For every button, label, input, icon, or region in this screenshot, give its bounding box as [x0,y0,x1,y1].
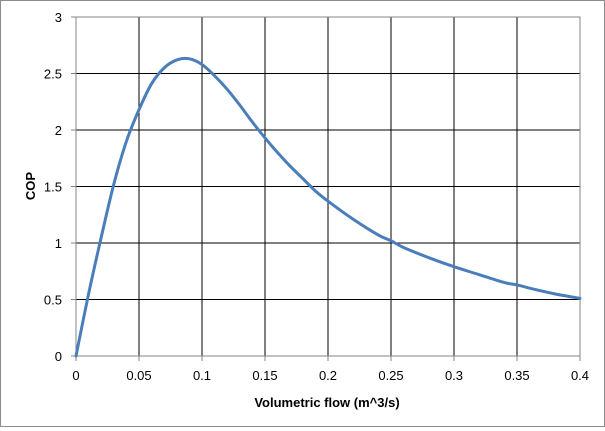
y-tick-label: 2 [55,123,62,138]
y-tick-label: 1.5 [44,180,62,195]
y-tick-labels: 0 0.5 1 1.5 2 2.5 3 [44,10,62,364]
x-tick-label: 0.15 [252,368,277,383]
x-tick-label: 0.1 [193,368,211,383]
y-tick-label: 0 [55,349,62,364]
y-tick-label: 2.5 [44,67,62,82]
x-tick-label: 0.05 [126,368,151,383]
x-tick-label: 0.2 [319,368,337,383]
y-axis-title: COP [23,172,38,201]
gridlines [76,16,581,356]
y-tick-label: 3 [55,10,62,25]
series-line [74,56,582,358]
x-tick-label: 0.25 [378,368,403,383]
x-tick-label: 0.35 [504,368,529,383]
y-tick-label: 1 [55,236,62,251]
x-tick-label: 0 [72,368,79,383]
x-tick-label: 0.4 [571,368,589,383]
axes [71,16,581,361]
series-layer [74,56,582,358]
y-tick-label: 0.5 [44,293,62,308]
x-tick-labels: 0 0.05 0.1 0.15 0.2 0.25 0.3 0.35 0.4 [72,368,589,383]
x-axis-title: Volumetric flow (m^3/s) [254,395,399,410]
x-tick-label: 0.3 [445,368,463,383]
